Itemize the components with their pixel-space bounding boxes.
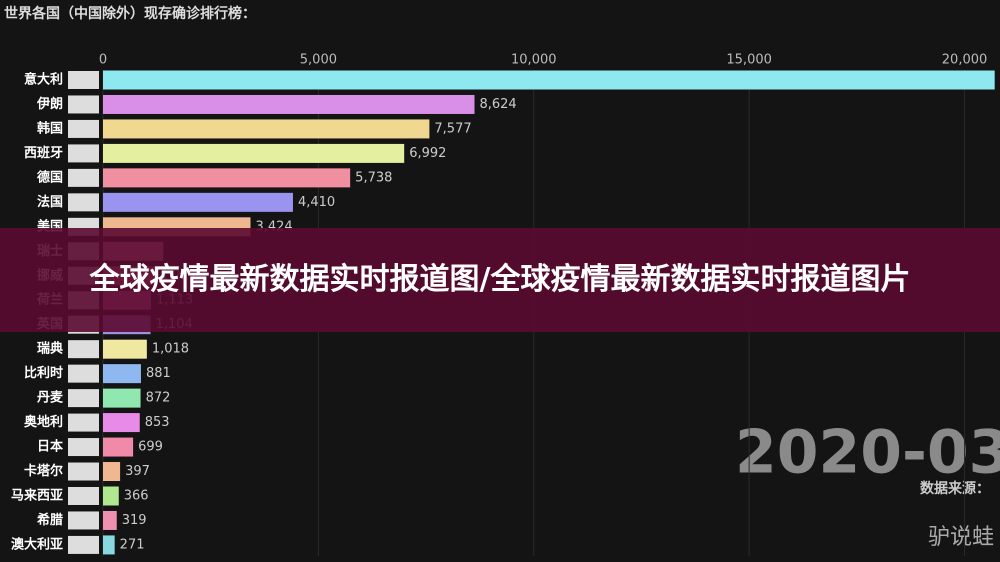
bar — [103, 364, 141, 384]
value-label: 699 — [138, 440, 163, 455]
bar — [103, 192, 293, 212]
flag-icon — [68, 389, 99, 408]
flag-icon — [68, 193, 99, 212]
x-tick-label: 10,000 — [511, 53, 557, 68]
flag-icon — [68, 71, 99, 89]
y-tick-label: 比利时 — [24, 365, 63, 381]
flag-icon — [68, 413, 99, 432]
y-tick-label: 希腊 — [37, 512, 63, 528]
flag-icon — [68, 168, 99, 187]
y-tick-label: 德国 — [37, 169, 63, 185]
value-label: 872 — [146, 391, 171, 406]
value-label: 4,410 — [298, 195, 335, 210]
y-tick-label: 丹麦 — [37, 390, 64, 406]
bar — [103, 462, 121, 482]
bar — [103, 413, 140, 433]
y-tick-label: 瑞典 — [37, 341, 63, 357]
flag-icon — [68, 340, 99, 359]
y-tick-label: 澳大利亚 — [11, 536, 63, 552]
value-label: 881 — [146, 366, 171, 381]
watermark: 驴说蛙 — [928, 525, 994, 550]
value-label: 271 — [120, 537, 145, 552]
flag-icon — [68, 535, 99, 554]
flag-icon — [68, 486, 99, 505]
value-label: 8,624 — [479, 97, 516, 112]
x-tick-label: 0 — [99, 53, 107, 68]
x-tick-label: 5,000 — [300, 53, 337, 68]
x-tick-label: 15,000 — [726, 53, 772, 68]
value-label: 319 — [122, 513, 147, 528]
bar — [103, 339, 147, 359]
bar — [103, 535, 115, 555]
source-label: 数据来源： — [920, 480, 990, 497]
value-label: 366 — [124, 488, 149, 503]
bar — [103, 486, 119, 506]
value-label: 397 — [125, 464, 150, 479]
banner: 全球疫情最新数据实时报道图/全球疫情最新数据实时报道图片 — [0, 228, 1000, 332]
value-label: 7,577 — [434, 121, 471, 136]
flag-icon — [68, 462, 99, 481]
flag-icon — [68, 119, 99, 138]
bar — [103, 510, 117, 530]
banner-text: 全球疫情最新数据实时报道图/全球疫情最新数据实时报道图片 — [89, 262, 911, 297]
bar — [103, 143, 405, 163]
y-tick-label: 伊朗 — [36, 96, 63, 112]
flag-icon — [68, 511, 99, 530]
bar — [103, 168, 351, 188]
chart-title: 世界各国（中国除外）现存确诊排行榜： — [4, 5, 256, 22]
value-label: 853 — [145, 415, 170, 430]
flag-icon — [68, 364, 99, 383]
y-tick-label: 西班牙 — [24, 145, 63, 161]
bar — [103, 119, 430, 139]
y-tick-label: 日本 — [37, 439, 63, 455]
bar — [103, 437, 134, 457]
flag-icon — [68, 438, 99, 457]
bar — [103, 70, 995, 90]
y-tick-label: 韩国 — [37, 120, 63, 136]
date-label: 2020-03-1 — [735, 418, 1000, 488]
y-tick-label: 奥地利 — [24, 414, 63, 430]
y-tick-label: 意大利 — [24, 72, 63, 88]
y-tick-label: 马来西亚 — [11, 487, 63, 503]
x-tick-label: 20,000 — [942, 53, 988, 68]
value-label: 5,738 — [355, 170, 392, 185]
y-tick-label: 法国 — [37, 194, 63, 210]
value-label: 6,992 — [409, 146, 446, 161]
y-tick-label: 卡塔尔 — [24, 463, 63, 479]
flag-icon — [68, 144, 99, 163]
value-label: 1,018 — [152, 342, 189, 357]
flag-icon — [68, 95, 99, 114]
bar — [103, 388, 141, 408]
bar — [103, 94, 475, 114]
